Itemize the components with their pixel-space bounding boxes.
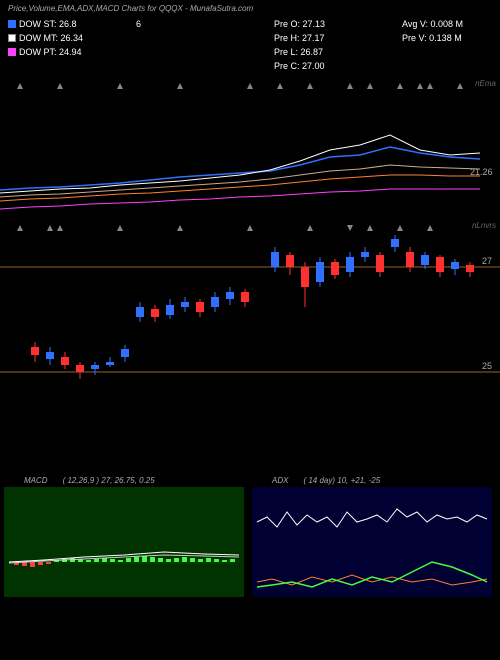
adx-panel: ADX ( 14 day) 10, +21, -25 [252, 475, 496, 597]
ema-chart: 21.26 [0, 75, 500, 215]
candle-panel: nLnvrs 2725 [0, 217, 500, 397]
candle-chart: 27 25 [0, 217, 500, 397]
legend-dow-mt: DOW MT: 26.34 [8, 33, 128, 43]
legend-pre-c: Pre C: 27.00 [274, 61, 394, 71]
legend-row-4: Pre C: 27.00 [0, 59, 500, 73]
legend-row-2: DOW MT: 26.34 Pre H: 27.17 Pre V: 0.138 … [0, 31, 500, 45]
macd-chart [4, 487, 244, 597]
page-title: Price,Volume,EMA,ADX,MACD Charts for QQQ… [0, 0, 500, 17]
macd-panel: MACD ( 12,26,9 ) 27, 26.75, 0.25 [4, 475, 248, 597]
legend-dow-st: DOW ST: 26.8 [8, 19, 128, 29]
legend-avg-v: Avg V: 0.008 M [402, 19, 463, 29]
legend-pre-l: Pre L: 26.87 [274, 47, 394, 57]
legend-pre-o: Pre O: 27.13 [274, 19, 394, 29]
volume-panel [0, 399, 500, 469]
adx-chart [252, 487, 492, 597]
ema-panel: nEma 21.26 [0, 75, 500, 215]
legend-center: 6 [136, 19, 266, 29]
legend-pre-h: Pre H: 27.17 [274, 33, 394, 43]
legend-row-3: DOW PT: 24.94 Pre L: 26.87 [0, 45, 500, 59]
indicator-row: MACD ( 12,26,9 ) 27, 26.75, 0.25 ADX ( 1… [0, 471, 500, 601]
volume-chart [0, 399, 500, 469]
legend-pre-v: Pre V: 0.138 M [402, 33, 462, 43]
svg-text:27: 27 [482, 256, 492, 266]
svg-text:21.26: 21.26 [470, 167, 493, 177]
legend-row-1: DOW ST: 26.8 6 Pre O: 27.13 Avg V: 0.008… [0, 17, 500, 31]
legend-dow-pt: DOW PT: 24.94 [8, 47, 128, 57]
svg-text:25: 25 [482, 361, 492, 371]
